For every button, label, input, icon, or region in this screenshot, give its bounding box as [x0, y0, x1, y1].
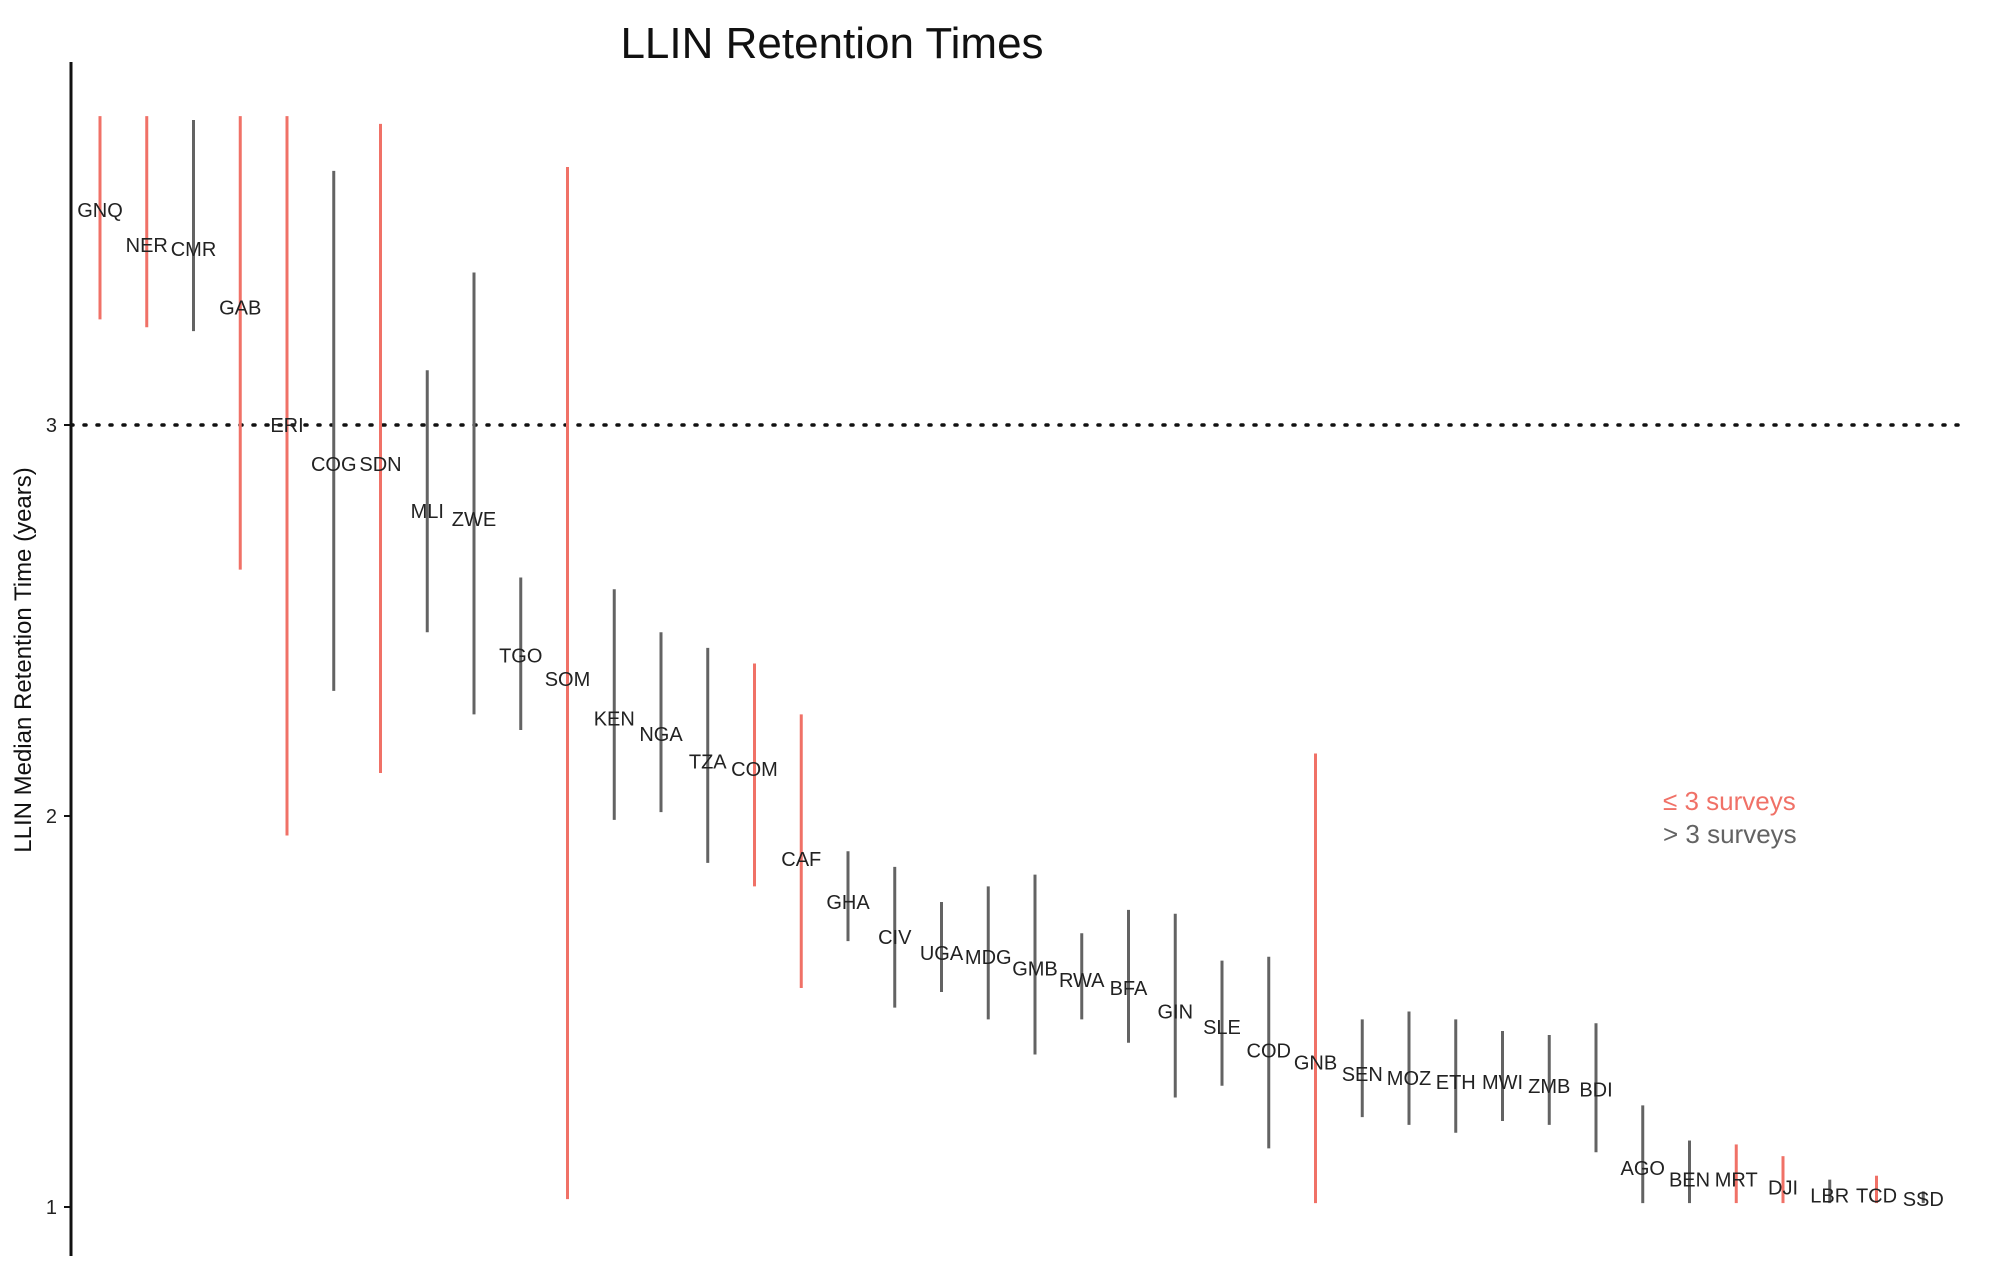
point-label-zwe: ZWE — [452, 509, 496, 531]
point-label-sen: SEN — [1342, 1064, 1383, 1086]
point-label-rwa: RWA — [1059, 970, 1105, 992]
y-ticks: 1 2 3 — [46, 415, 71, 1219]
legend-entry-le3: ≤ 3 surveys — [1663, 786, 1796, 816]
point-label-zmb: ZMB — [1528, 1076, 1570, 1098]
point-label-dji: DJI — [1768, 1177, 1798, 1199]
point-label-mli: MLI — [411, 501, 444, 523]
error-bars — [98, 116, 1925, 1204]
point-label-gmb: GMB — [1012, 958, 1058, 980]
point-label-tza: TZA — [689, 751, 727, 773]
point-label-gnq: GNQ — [77, 200, 123, 222]
point-label-sle: SLE — [1203, 1017, 1241, 1039]
point-label-eri: ERI — [270, 415, 303, 437]
point-label-gin: GIN — [1157, 1002, 1193, 1024]
point-label-civ: CIV — [878, 927, 912, 949]
point-label-ago: AGO — [1621, 1158, 1665, 1180]
point-label-tcd: TCD — [1856, 1185, 1897, 1207]
point-label-nga: NGA — [639, 724, 683, 746]
point-label-com: COM — [731, 759, 778, 781]
point-label-cog: COG — [311, 454, 357, 476]
point-label-uga: UGA — [920, 943, 964, 965]
point-label-ben: BEN — [1669, 1170, 1710, 1192]
point-label-mdg: MDG — [965, 947, 1012, 969]
y-tick-label-1: 1 — [46, 1197, 57, 1219]
point-label-bfa: BFA — [1110, 978, 1148, 1000]
legend: ≤ 3 surveys > 3 surveys — [1663, 786, 1797, 849]
point-label-caf: CAF — [781, 849, 821, 871]
point-label-ssd: SSD — [1903, 1189, 1944, 1211]
point-label-sdn: SDN — [359, 454, 401, 476]
point-label-bdi: BDI — [1579, 1080, 1612, 1102]
point-label-ken: KEN — [594, 708, 635, 730]
y-tick-label-2: 2 — [46, 806, 57, 828]
point-label-som: SOM — [545, 669, 591, 691]
point-label-moz: MOZ — [1387, 1068, 1431, 1090]
point-label-lbr: LBR — [1810, 1185, 1849, 1207]
point-label-gab: GAB — [219, 298, 261, 320]
point-label-mrt: MRT — [1715, 1170, 1758, 1192]
y-axis-label: LLIN Median Retention Time (years) — [10, 467, 37, 853]
point-label-ner: NER — [126, 235, 168, 257]
point-label-cmr: CMR — [171, 239, 217, 261]
point-label-mwi: MWI — [1482, 1072, 1523, 1094]
point-label-eth: ETH — [1436, 1072, 1476, 1094]
point-label-cod: COD — [1247, 1041, 1291, 1063]
point-label-gnb: GNB — [1294, 1052, 1337, 1074]
point-label-tgo: TGO — [499, 646, 542, 668]
y-tick-label-3: 3 — [46, 415, 57, 437]
chart-title: LLIN Retention Times — [620, 19, 1043, 68]
point-label-gha: GHA — [826, 892, 870, 914]
legend-entry-gt3: > 3 surveys — [1663, 819, 1797, 849]
